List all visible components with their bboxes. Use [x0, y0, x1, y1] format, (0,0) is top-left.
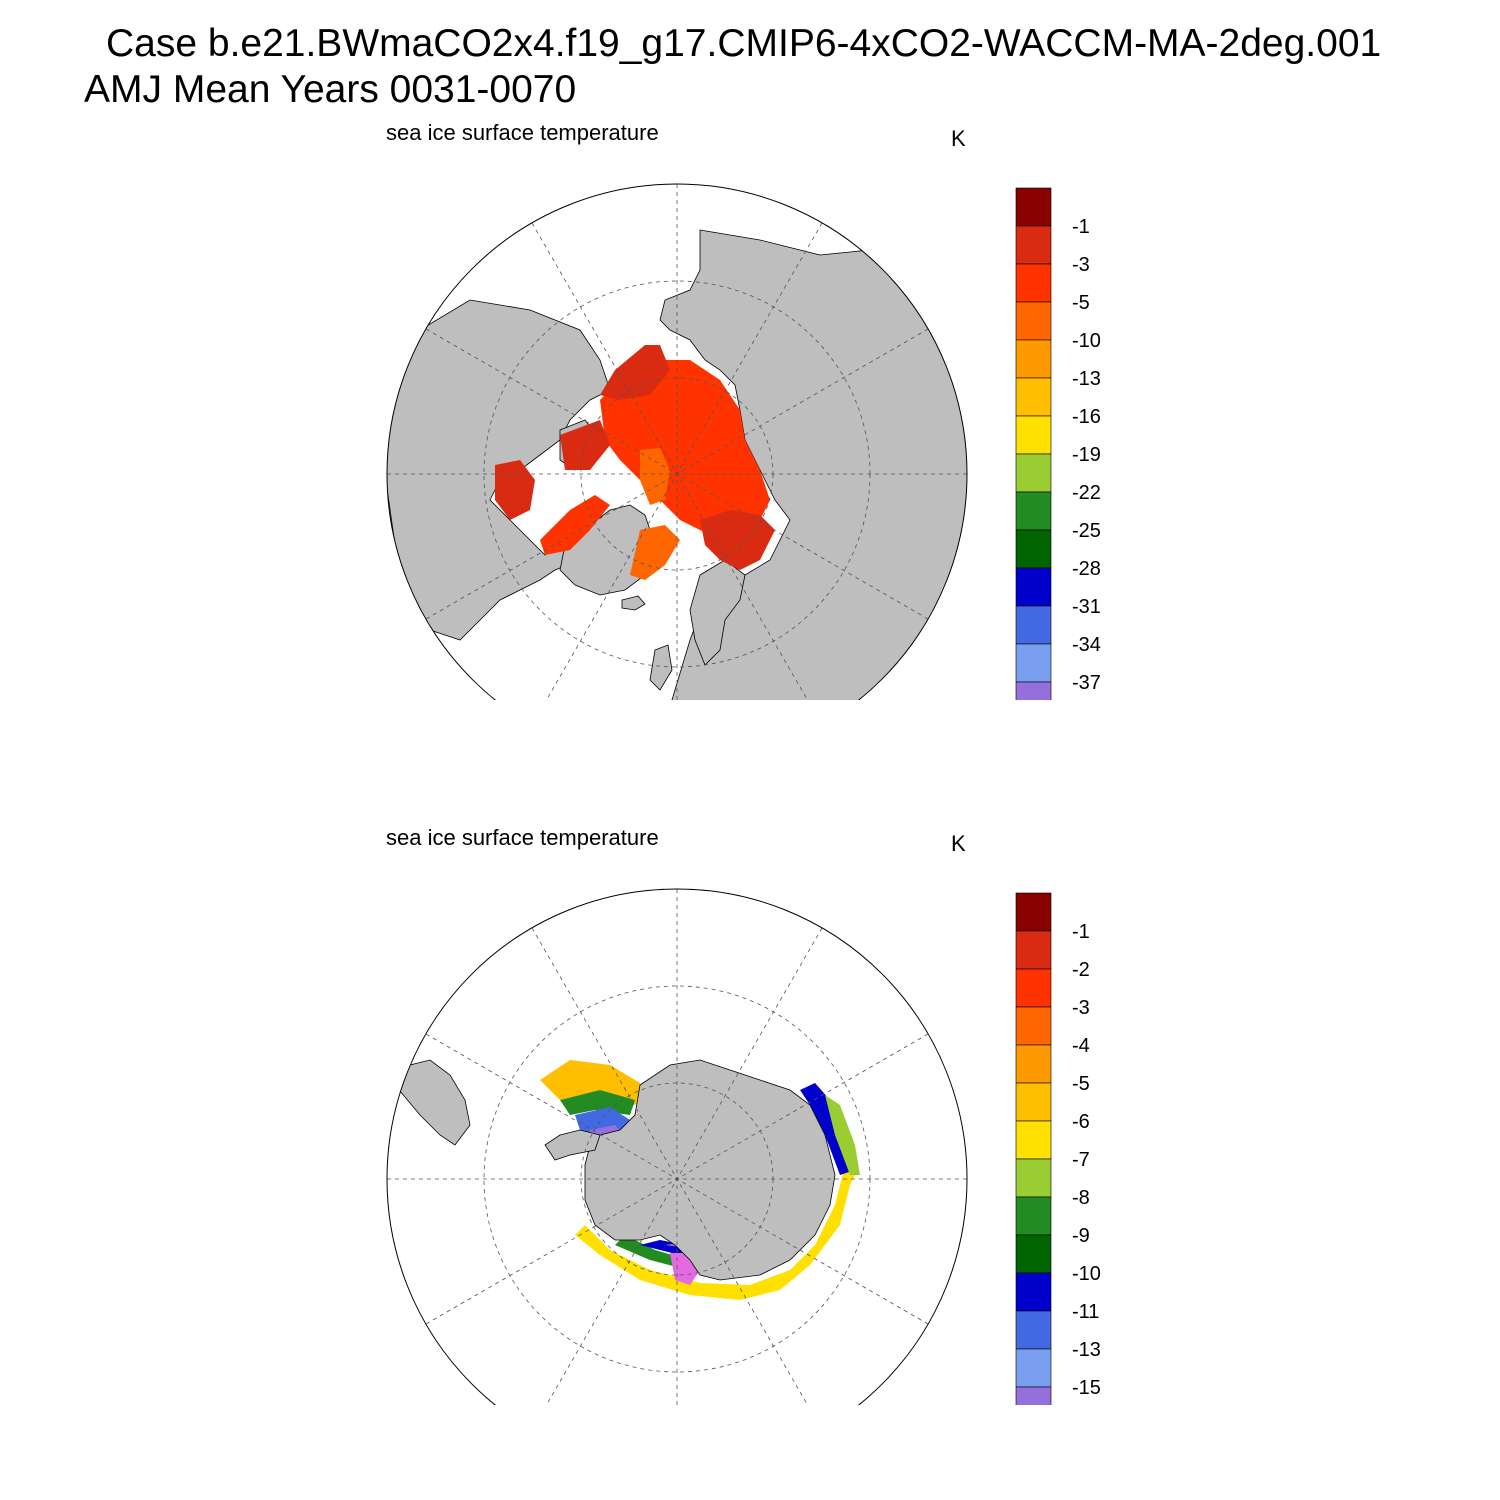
north-colorbar-label: -16 [1072, 406, 1101, 428]
south-colorbar-box [1015, 1386, 1052, 1405]
north-colorbar-label: -34 [1072, 634, 1101, 656]
north-land-british-isles [649, 644, 673, 691]
south-polar-map: -1-2-3-4-5-6-7-8-9-10-11-13-15-17 [386, 888, 1101, 1405]
north-colorbar-label: -5 [1072, 292, 1090, 314]
north-polar-map: -1-3-5-10-13-16-19-22-25-28-31-34-37-40 [386, 183, 1101, 700]
south-colorbar-label: -4 [1072, 1035, 1090, 1057]
south-land-antarctica [584, 1059, 836, 1281]
north-colorbar-label: -10 [1072, 330, 1101, 352]
north-sea-ice-barents [700, 510, 775, 570]
south-colorbar-label: -8 [1072, 1187, 1090, 1209]
north-colorbar-box [1015, 529, 1052, 569]
north-colorbar-label: -37 [1072, 672, 1101, 694]
north-colorbar-label: -13 [1072, 368, 1101, 390]
south-colorbar-label: -3 [1072, 997, 1090, 1019]
south-map-border [386, 888, 968, 1405]
south-panel-title: sea ice surface temperature [386, 825, 659, 850]
north-colorbar-box [1015, 301, 1052, 341]
south-land-antarctic-peninsula [544, 1129, 601, 1161]
south-colorbar-box [1015, 1158, 1052, 1198]
north-units-label: K [951, 126, 966, 151]
south-colorbar-box [1015, 1120, 1052, 1160]
south-colorbar-box [1015, 930, 1052, 970]
south-colorbar-label: -11 [1072, 1301, 1099, 1323]
north-land-iceland [621, 595, 646, 611]
north-colorbar-box [1015, 377, 1052, 417]
north-colorbar-box [1015, 339, 1052, 379]
north-sea-ice-central [600, 360, 770, 540]
north-colorbar: -1-3-5-10-13-16-19-22-25-28-31-34-37-40 [1015, 187, 1101, 700]
south-sea-ice-weddell-mid [560, 1090, 635, 1115]
north-sea-ice-atlantic-edge [640, 448, 670, 505]
north-colorbar-label: -28 [1072, 558, 1101, 580]
north-colorbar-label: -19 [1072, 444, 1101, 466]
north-colorbar-box [1015, 605, 1052, 645]
north-sea-ice-canadian [560, 420, 610, 470]
south-colorbar-label: -1 [1072, 921, 1090, 943]
north-colorbar-label: -22 [1072, 482, 1101, 504]
north-colorbar-box [1015, 567, 1052, 607]
figure-title-case: Case b.e21.BWmaCO2x4.f19_g17.CMIP6-4xCO2… [106, 22, 1382, 65]
north-colorbar-label: -1 [1072, 216, 1090, 238]
south-colorbar-label: -7 [1072, 1149, 1090, 1171]
south-colorbar-box [1015, 1310, 1052, 1350]
south-colorbar-label: -13 [1072, 1339, 1101, 1361]
south-colorbar-box [1015, 1348, 1052, 1388]
north-map-border [386, 183, 968, 700]
north-colorbar-box [1015, 187, 1052, 227]
south-colorbar-box [1015, 1006, 1052, 1046]
south-sea-ice-weddell-outer [540, 1060, 640, 1105]
north-sea-ice-east-siberian [600, 345, 670, 400]
south-sea-ice-east-outer [825, 1095, 860, 1175]
south-colorbar-label: -15 [1072, 1377, 1101, 1399]
north-colorbar-box [1015, 263, 1052, 303]
south-colorbar-label: -6 [1072, 1111, 1090, 1133]
north-sea-ice-hudson [495, 460, 535, 520]
north-graticule [387, 184, 967, 700]
south-colorbar-label: -5 [1072, 1073, 1090, 1095]
south-colorbar-box [1015, 1272, 1052, 1312]
north-sea-ice-greenland-sea [630, 525, 680, 580]
south-sea-ice-east-band [800, 1083, 855, 1175]
north-sea-ice-baffin [540, 495, 610, 555]
north-colorbar-label: -25 [1072, 520, 1101, 542]
north-panel-title: sea ice surface temperature [386, 120, 659, 145]
south-colorbar-box [1015, 1044, 1052, 1084]
south-colorbar-box [1015, 892, 1052, 932]
south-land-south-america [394, 1059, 471, 1146]
south-colorbar-label: -2 [1072, 959, 1090, 981]
north-colorbar-label: -3 [1072, 254, 1090, 276]
south-units-label: K [951, 831, 966, 856]
south-colorbar-box [1015, 1196, 1052, 1236]
north-colorbar-box [1015, 681, 1052, 700]
south-colorbar-box [1015, 1082, 1052, 1122]
north-colorbar-label: -31 [1072, 596, 1101, 618]
south-colorbar: -1-2-3-4-5-6-7-8-9-10-11-13-15-17 [1015, 892, 1101, 1405]
south-colorbar-box [1015, 968, 1052, 1008]
north-colorbar-box [1015, 491, 1052, 531]
north-colorbar-box [1015, 225, 1052, 265]
north-colorbar-box [1015, 415, 1052, 455]
south-graticule [387, 889, 967, 1405]
south-colorbar-box [1015, 1234, 1052, 1274]
south-colorbar-label: -10 [1072, 1263, 1101, 1285]
north-colorbar-box [1015, 453, 1052, 493]
south-colorbar-label: -9 [1072, 1225, 1090, 1247]
north-colorbar-box [1015, 643, 1052, 683]
figure-title-season: AMJ Mean Years 0031-0070 [84, 68, 577, 111]
